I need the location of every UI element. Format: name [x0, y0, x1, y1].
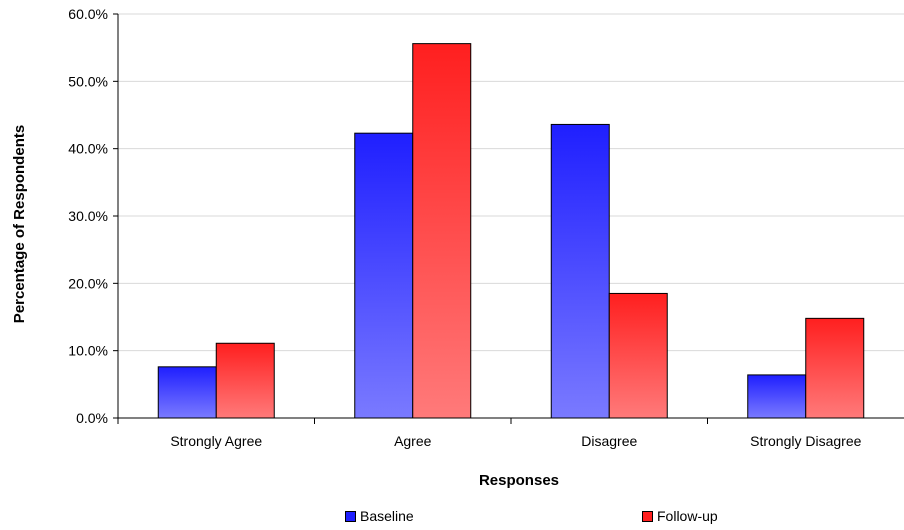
- bar-baseline-disagree: [550, 123, 610, 419]
- y-tick-label: 60.0%: [68, 6, 108, 22]
- x-axis-title: Responses: [479, 472, 559, 489]
- x-tick-label: Strongly Disagree: [750, 433, 861, 449]
- bar-baseline-strongly-agree: [157, 366, 217, 419]
- legend-swatch-baseline: [345, 510, 356, 522]
- bar-follow-up-disagree: [608, 292, 668, 419]
- x-tick-label: Strongly Agree: [170, 433, 262, 449]
- legend-item-follow-up: Follow-up: [642, 508, 718, 524]
- y-tick-label: 30.0%: [68, 208, 108, 224]
- y-tick-labels: 0.0% 10.0% 20.0% 30.0% 40.0% 50.0% 60.0%: [68, 6, 118, 426]
- x-tick-label: Agree: [394, 433, 432, 449]
- y-tick-label: 0.0%: [76, 410, 108, 426]
- y-axis-title: Percentage of Respondents: [11, 125, 28, 323]
- legend-label-follow-up: Follow-up: [657, 508, 718, 524]
- legend-swatch-follow-up: [642, 510, 653, 522]
- bar-follow-up-strongly-disagree: [805, 317, 865, 419]
- bar-baseline-agree: [354, 132, 414, 419]
- bar-follow-up-agree: [412, 43, 472, 419]
- x-tick-labels: Strongly Agree Agree Disagree Strongly Disa…: [117, 418, 862, 449]
- bar-baseline-strongly-disagree: [747, 374, 807, 419]
- bars-group: [157, 43, 865, 419]
- y-tick-label: 50.0%: [68, 73, 108, 89]
- y-tick-label: 40.0%: [68, 141, 108, 157]
- legend-label-baseline: Baseline: [360, 508, 414, 524]
- bar-follow-up-strongly-agree: [215, 342, 275, 419]
- legend-item-baseline: Baseline: [345, 508, 414, 524]
- legend: Baseline Follow-up: [0, 508, 904, 530]
- gridlines: [118, 13, 904, 352]
- bar-chart: 0.0% 10.0% 20.0% 30.0% 40.0% 50.0% 60.0% Stron…: [11, 6, 904, 489]
- y-tick-label: 10.0%: [68, 343, 108, 359]
- x-tick-label: Disagree: [581, 433, 637, 449]
- y-tick-label: 20.0%: [68, 275, 108, 291]
